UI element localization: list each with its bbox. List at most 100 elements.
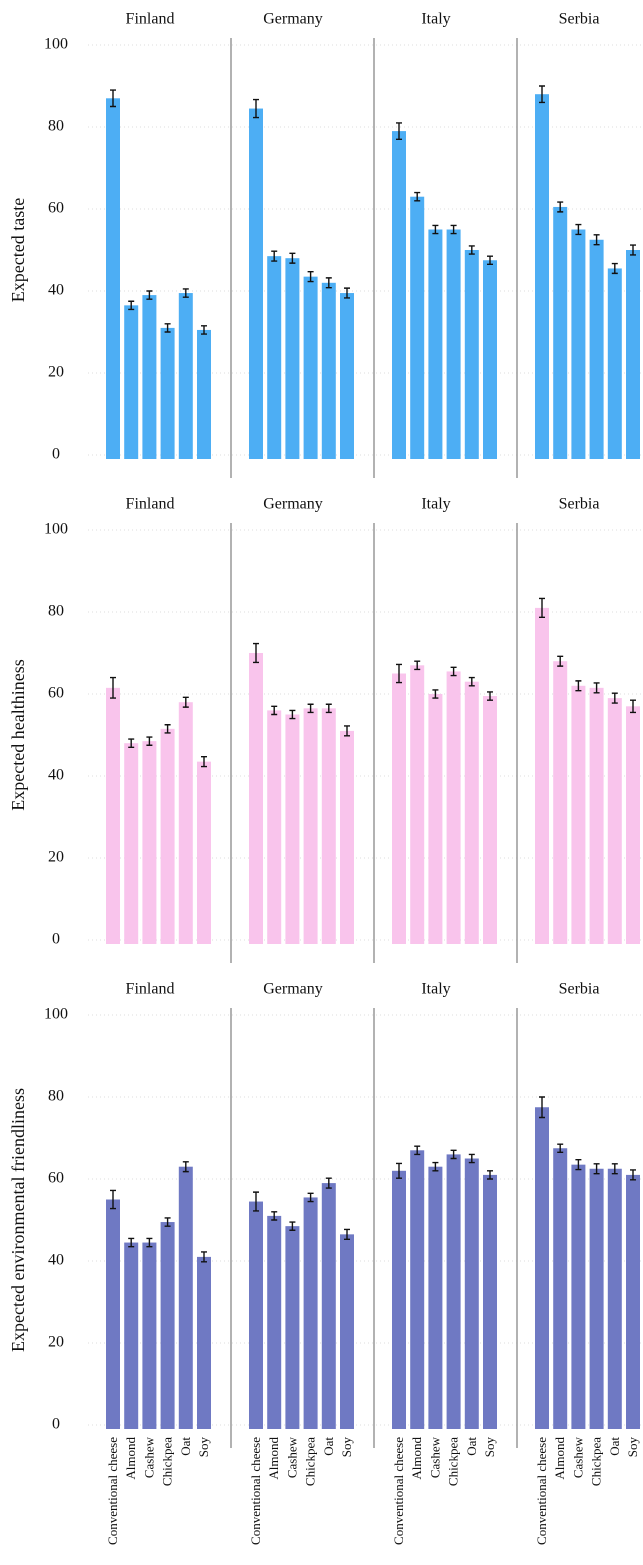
x-tick-label: Almond: [409, 1437, 424, 1480]
panel-title: Serbia: [559, 11, 600, 28]
y-axis-label: Expected healthiness: [8, 659, 28, 810]
bar: [571, 1164, 586, 1429]
error-bar: [253, 1191, 259, 1212]
error-bar: [271, 1211, 278, 1221]
error-bar: [593, 1163, 600, 1175]
error-bar: [164, 724, 171, 734]
bar: [124, 305, 139, 459]
panel-title: Germany: [263, 981, 323, 998]
error-bar: [487, 255, 493, 266]
y-tick-label: 60: [48, 685, 64, 702]
x-tick-label: Conventional cheese: [105, 1437, 120, 1545]
panel-title: Finland: [126, 981, 175, 998]
bar: [553, 661, 568, 944]
error-bar: [110, 676, 116, 699]
error-bar: [611, 262, 618, 275]
panel-title: Finland: [126, 11, 175, 28]
error-bar: [164, 323, 171, 333]
bar: [267, 1215, 282, 1429]
y-tick-label: 40: [48, 1252, 64, 1269]
bar: [446, 671, 461, 944]
x-tick-label: Chickpea: [303, 1437, 318, 1486]
bar: [428, 1166, 443, 1429]
error-bar: [110, 1189, 116, 1210]
y-tick-label: 100: [44, 36, 68, 53]
error-bar: [432, 1161, 439, 1172]
error-bar: [593, 234, 600, 246]
bar: [410, 1150, 425, 1429]
error-bar: [539, 597, 545, 619]
error-bar: [487, 1170, 493, 1180]
bar: [267, 256, 282, 459]
bar: [607, 1168, 622, 1429]
panel-title: Finland: [126, 496, 175, 513]
x-tick-label: Cashew: [427, 1436, 442, 1478]
bar: [160, 1222, 175, 1429]
bar: [249, 1201, 263, 1429]
bar: [464, 1158, 479, 1429]
y-axis-label: Expected environmental friendliness: [8, 1088, 28, 1352]
panel-title: Italy: [421, 11, 450, 28]
error-bar: [432, 224, 439, 235]
bar: [446, 229, 461, 459]
error-bar: [128, 738, 135, 748]
error-bar: [325, 1177, 332, 1189]
error-bar: [110, 89, 116, 108]
bar: [535, 1107, 549, 1429]
error-bar: [344, 287, 350, 299]
error-bar: [128, 300, 135, 311]
y-tick-label: 0: [52, 931, 60, 948]
bar: [142, 1242, 157, 1429]
panel-title: Serbia: [559, 981, 600, 998]
bar: [303, 708, 318, 944]
bar: [464, 681, 479, 944]
error-bar: [201, 325, 207, 335]
x-tick-label: Soy: [339, 1437, 354, 1458]
bar: [285, 258, 300, 459]
error-bar: [182, 1161, 189, 1173]
error-bar: [468, 245, 475, 255]
error-bar: [487, 691, 493, 701]
error-bar: [146, 736, 153, 746]
bar: [303, 276, 318, 459]
y-axis-label: Expected taste: [8, 198, 28, 302]
y-tick-label: 60: [48, 200, 64, 217]
panel-title: Italy: [421, 496, 450, 513]
x-tick-label: Almond: [123, 1437, 138, 1480]
bar: [626, 250, 640, 459]
x-tick-label: Cashew: [284, 1436, 299, 1478]
bar: [249, 108, 263, 460]
y-tick-label: 0: [52, 1416, 60, 1433]
bar: [483, 260, 497, 459]
bar: [249, 653, 263, 944]
bar: [428, 229, 443, 459]
error-bar: [396, 1162, 402, 1179]
error-bar: [201, 756, 207, 768]
x-tick-label: Chickpea: [589, 1437, 604, 1486]
bar: [321, 708, 336, 944]
bar: [267, 710, 282, 944]
error-bar: [557, 201, 564, 213]
error-bar: [557, 1143, 564, 1154]
error-bar: [575, 1159, 582, 1171]
bar: [446, 1154, 461, 1429]
bar: [428, 694, 443, 944]
y-tick-label: 100: [44, 1006, 68, 1023]
bar: [303, 1197, 318, 1429]
y-tick-label: 40: [48, 282, 64, 299]
x-tick-label: Almond: [266, 1437, 281, 1480]
error-bar: [289, 1221, 296, 1231]
bar: [124, 743, 139, 944]
y-tick-label: 20: [48, 364, 64, 381]
error-bar: [575, 223, 582, 236]
bar: [589, 1168, 604, 1429]
y-tick-label: 40: [48, 767, 64, 784]
bar: [483, 1174, 497, 1429]
bar: [285, 1226, 300, 1429]
error-bar: [344, 725, 350, 737]
x-tick-label: Oat: [464, 1437, 479, 1456]
y-tick-label: 80: [48, 603, 64, 620]
panel-title: Germany: [263, 11, 323, 28]
bar: [197, 329, 211, 459]
